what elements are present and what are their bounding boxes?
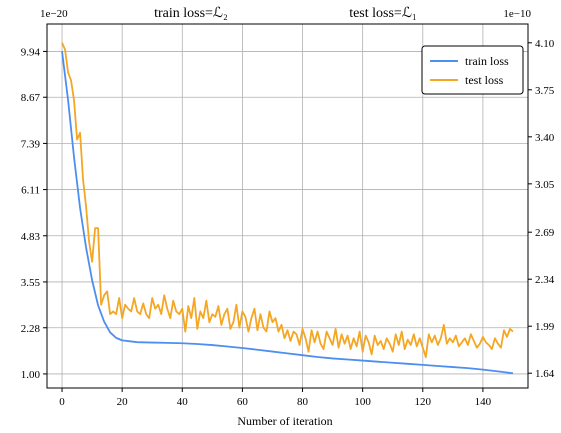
- right-tick-label: 2.69: [535, 227, 555, 239]
- x-tick-label: 100: [354, 396, 371, 408]
- left-tick-label: 6.11: [21, 185, 40, 197]
- legend: train loss test loss: [421, 45, 524, 95]
- x-tick-label: 80: [297, 396, 309, 408]
- left-tick-label: 1.00: [21, 369, 41, 381]
- x-tick-label: 40: [177, 396, 189, 408]
- left-title: train loss=ℒ₂: [154, 6, 228, 21]
- left-tick-label: 3.55: [21, 277, 41, 289]
- x-tick-label: 140: [475, 396, 492, 408]
- right-offset-label: 1e−10: [503, 8, 531, 20]
- left-offset-label: 1e−20: [40, 8, 68, 20]
- right-tick-label: 3.05: [535, 179, 555, 191]
- left-tick-label: 8.67: [21, 92, 41, 104]
- series-lines: [61, 42, 514, 375]
- left-tick-label: 9.94: [21, 46, 41, 58]
- legend-label-test: test loss: [465, 73, 504, 87]
- legend-box: [421, 45, 524, 95]
- x-axis-label: Number of iteration: [237, 414, 332, 428]
- legend-label-train: train loss: [465, 54, 509, 68]
- right-title: test loss=ℒ₁: [349, 6, 417, 21]
- right-tick-label: 4.10: [535, 38, 555, 50]
- left-tick-label: 7.39: [21, 138, 41, 150]
- right-tick-label: 2.34: [535, 274, 555, 286]
- series-line-train-loss: [61, 51, 514, 375]
- right-tick-label: 1.99: [535, 321, 555, 333]
- right-tick-label: 3.75: [535, 85, 555, 97]
- series-line-test-loss: [61, 42, 514, 359]
- right-tick-label: 1.64: [535, 368, 555, 380]
- x-tick-label: 60: [237, 396, 249, 408]
- grid-lines: [47, 24, 528, 388]
- right-tick-label: 3.40: [535, 132, 555, 144]
- x-tick-label: 0: [59, 396, 65, 408]
- left-tick-label: 4.83: [21, 231, 41, 243]
- x-tick-label: 120: [415, 396, 432, 408]
- axis-ticks: 0 20 40 60 80 100 120 140 1.00 2.28 3.55 4.83 6.11 7.…: [21, 38, 555, 408]
- left-tick-label: 2.28: [21, 323, 41, 335]
- plot-frame: [46, 23, 529, 389]
- x-tick-label: 20: [117, 396, 129, 408]
